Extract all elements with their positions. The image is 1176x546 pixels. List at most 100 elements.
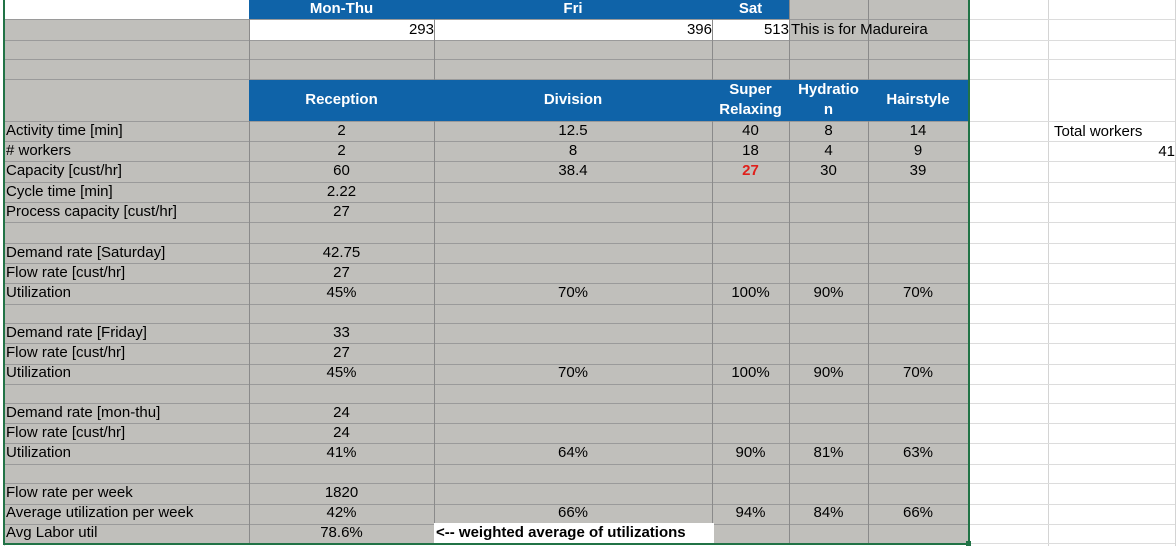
row-line	[4, 263, 1175, 264]
gridline	[968, 483, 1175, 484]
flow_mt-reception: 24	[333, 424, 350, 441]
capacity-super-relaxing: 27	[742, 162, 759, 179]
row-line	[4, 483, 1175, 484]
row-line	[4, 443, 1175, 444]
gridline	[968, 464, 1175, 465]
total-workers-label: Total workers	[1054, 123, 1143, 140]
gridline	[968, 222, 1175, 223]
row-line	[4, 323, 1175, 324]
capacity-reception: 60	[333, 162, 350, 179]
gridline	[968, 182, 1175, 183]
madureira-note: This is for Madureira	[791, 21, 928, 38]
util_fri-label: Utilization	[6, 364, 72, 381]
util_sat-super-relaxing: 100%	[731, 284, 770, 301]
header-fri-label: Fri	[563, 0, 583, 17]
activity_time-super-relaxing: 40	[742, 122, 759, 139]
row-line	[4, 19, 1175, 20]
gridline	[1048, 0, 1049, 546]
util_sat-hairstyle: 70%	[902, 284, 934, 301]
header-fri	[434, 0, 712, 19]
gridline	[968, 423, 1175, 424]
header-division	[434, 80, 712, 121]
row-line	[4, 182, 1175, 183]
top-values-band	[249, 20, 789, 40]
header-mon-thu	[249, 0, 434, 19]
super-header-line1: Super	[729, 81, 772, 98]
gridline	[968, 403, 1175, 404]
capacity-division: 38.4	[558, 162, 588, 179]
util_fri-division: 70%	[557, 364, 589, 381]
workers-hairstyle: 9	[913, 142, 923, 159]
gridline	[968, 59, 1175, 60]
header-hairstyle	[868, 80, 968, 121]
column-line	[712, 0, 713, 543]
header-super-relaxing	[712, 80, 789, 121]
row-line	[4, 504, 1175, 505]
workers-super-relaxing: 18	[742, 142, 759, 159]
hydration-header-line1: Hydratio	[798, 81, 859, 98]
row-line	[4, 40, 1175, 41]
gridline	[968, 504, 1175, 505]
gridline	[968, 121, 1175, 122]
flow_mt-label: Flow rate [cust/hr]	[6, 424, 126, 441]
util_sat-division: 70%	[557, 284, 589, 301]
header-reception	[249, 80, 434, 121]
avg_labor-note: <-- weighted average of utilizations	[434, 523, 714, 543]
flow_fri-reception: 27	[333, 344, 350, 361]
demand_mt-label: Demand rate [mon-thu]	[6, 404, 161, 421]
header-hydration	[789, 80, 868, 121]
column-line	[434, 0, 435, 543]
gridline	[968, 243, 1175, 244]
column-line	[868, 0, 869, 543]
row-line	[4, 343, 1175, 344]
demand_sat-label: Demand rate [Saturday]	[6, 244, 166, 261]
workers-division: 8	[568, 142, 578, 159]
flow_fri-label: Flow rate [cust/hr]	[6, 344, 126, 361]
selection-border-right	[968, 0, 970, 543]
capacity-label: Capacity [cust/hr]	[6, 162, 122, 179]
gridline	[968, 141, 1175, 142]
capacity-hairstyle: 39	[909, 162, 927, 179]
avg_util_week-label: Average utilization per week	[6, 504, 194, 521]
avg_labor-reception: 78.6%	[320, 524, 363, 541]
avg_util_week-hairstyle: 66%	[902, 504, 934, 521]
flow_week-reception: 1820	[324, 484, 359, 501]
row-line	[4, 283, 1175, 284]
row-line	[4, 141, 1175, 142]
activity_time-hydration: 8	[824, 122, 833, 139]
process_capacity-reception: 27	[333, 203, 350, 220]
row-line	[4, 121, 1175, 122]
gridline	[968, 384, 1175, 385]
util_mt-super-relaxing: 90%	[735, 444, 766, 461]
util_mt-reception: 41%	[326, 444, 357, 461]
row-line	[4, 79, 1175, 80]
demand_mt-reception: 24	[333, 404, 350, 421]
gridline	[968, 443, 1175, 444]
row-line	[4, 222, 1175, 223]
avg_util_week-super-relaxing: 94%	[735, 504, 766, 521]
flow_sat-label: Flow rate [cust/hr]	[6, 264, 126, 281]
flow_week-label: Flow rate per week	[6, 484, 133, 501]
gridline	[968, 202, 1175, 203]
activity_time-division: 12.5	[558, 122, 588, 139]
avg_util_week-hydration: 84%	[813, 504, 844, 521]
gridline	[968, 40, 1175, 41]
util_fri-hydration: 90%	[813, 364, 844, 381]
fri-value: 396	[686, 21, 712, 38]
gridline	[968, 323, 1175, 324]
gridline	[968, 19, 1175, 20]
gridline	[968, 283, 1175, 284]
activity_time-reception: 2	[337, 122, 346, 139]
util_sat-hydration: 90%	[813, 284, 844, 301]
row-line	[4, 423, 1175, 424]
selection-border-bottom	[3, 543, 970, 545]
gridline	[968, 343, 1175, 344]
util_sat-reception: 45%	[326, 284, 357, 301]
fill-handle[interactable]	[966, 541, 971, 546]
row-line	[4, 161, 1175, 162]
row-line	[4, 384, 1175, 385]
row-line	[4, 243, 1175, 244]
util_fri-super-relaxing: 100%	[731, 364, 770, 381]
gridline	[968, 524, 1175, 525]
